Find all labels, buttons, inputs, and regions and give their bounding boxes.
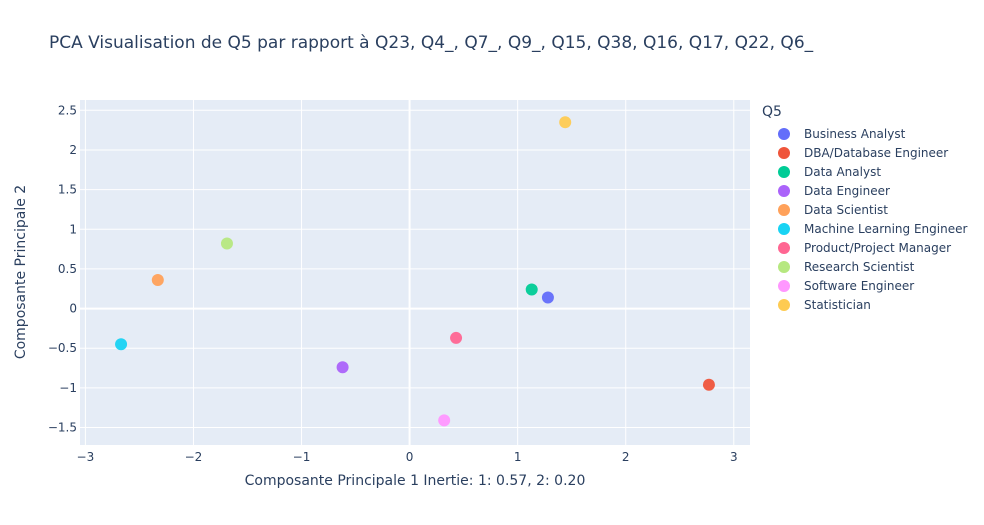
scatter-point[interactable] xyxy=(450,331,463,344)
x-tick-label: −1 xyxy=(293,450,311,464)
legend-marker-icon xyxy=(778,127,790,140)
scatter-point[interactable] xyxy=(702,378,715,391)
legend-marker-icon xyxy=(778,222,790,235)
y-tick-label: 1.5 xyxy=(58,183,77,197)
legend-marker-icon xyxy=(778,241,790,254)
legend-label: Software Engineer xyxy=(804,278,915,293)
grid-layer xyxy=(80,100,750,445)
legend-item[interactable]: Business Analyst xyxy=(766,124,967,143)
x-tick-label: 0 xyxy=(406,450,414,464)
legend-marker-icon xyxy=(778,203,790,216)
legend-item[interactable]: Software Engineer xyxy=(766,276,967,295)
y-tick-label: −1 xyxy=(59,381,77,395)
plot-area xyxy=(80,100,750,445)
y-tick-label: 0 xyxy=(69,302,77,316)
legend-item[interactable]: Product/Project Manager xyxy=(766,238,967,257)
scatter-point[interactable] xyxy=(151,274,164,287)
legend-label: Product/Project Manager xyxy=(804,240,952,255)
legend-item[interactable]: Research Scientist xyxy=(766,257,967,276)
x-tick-label: 3 xyxy=(730,450,738,464)
legend-item[interactable]: Statistician xyxy=(766,295,967,314)
legend-marker-icon xyxy=(778,146,790,159)
legend-label: Machine Learning Engineer xyxy=(804,221,968,236)
y-tick-label: −0.5 xyxy=(48,341,77,355)
x-tick-label: 1 xyxy=(514,450,522,464)
y-tick-label: 1 xyxy=(69,222,77,236)
legend-item[interactable]: Data Engineer xyxy=(766,181,967,200)
legend-label: Data Analyst xyxy=(804,164,882,179)
x-tick-label: 2 xyxy=(622,450,630,464)
legend-label: Statistician xyxy=(804,297,871,312)
legend-marker-icon xyxy=(778,165,790,178)
scatter-point[interactable] xyxy=(559,116,572,129)
legend-label: Research Scientist xyxy=(804,259,915,274)
legend-item[interactable]: Machine Learning Engineer xyxy=(766,219,967,238)
legend-item[interactable]: Data Analyst xyxy=(766,162,967,181)
legend-title: Q5 xyxy=(762,104,782,120)
x-tick-label: −2 xyxy=(185,450,203,464)
point-layer xyxy=(115,116,715,427)
y-tick-label: 2 xyxy=(69,143,77,157)
legend-item[interactable]: DBA/Database Engineer xyxy=(766,143,967,162)
legend: Q5 Business Analyst DBA/Database Engineer… xyxy=(762,104,967,314)
y-tick-label: 2.5 xyxy=(58,103,77,117)
legend-label: DBA/Database Engineer xyxy=(804,145,949,160)
scatter-point[interactable] xyxy=(541,291,554,304)
scatter-point[interactable] xyxy=(115,338,128,351)
y-tick-label: −1.5 xyxy=(48,421,77,435)
scatter-point[interactable] xyxy=(525,283,538,296)
x-axis-label: Composante Principale 1 Inertie: 1: 0.57… xyxy=(245,473,586,489)
legend-label: Business Analyst xyxy=(804,126,906,141)
scatter-point[interactable] xyxy=(336,361,349,374)
x-tick-label: −3 xyxy=(77,450,95,464)
y-tick-label: 0.5 xyxy=(58,262,77,276)
legend-marker-icon xyxy=(778,260,790,273)
y-axis-label: Composante Principale 2 xyxy=(13,185,29,359)
chart-title: PCA Visualisation de Q5 par rapport à Q2… xyxy=(49,33,814,53)
legend-marker-icon xyxy=(778,298,790,311)
legend-label: Data Scientist xyxy=(804,202,888,217)
tick-layer: −3 −2 −1 0 1 2 3 −1.5 −1 −0.5 0 0.5 1 1.5 2 2.5 xyxy=(48,103,738,464)
legend-marker-icon xyxy=(778,279,790,292)
legend-label: Data Engineer xyxy=(804,183,890,198)
legend-marker-icon xyxy=(778,184,790,197)
legend-item[interactable]: Data Scientist xyxy=(766,200,967,219)
scatter-point[interactable] xyxy=(438,414,451,427)
scatter-point[interactable] xyxy=(220,237,233,250)
